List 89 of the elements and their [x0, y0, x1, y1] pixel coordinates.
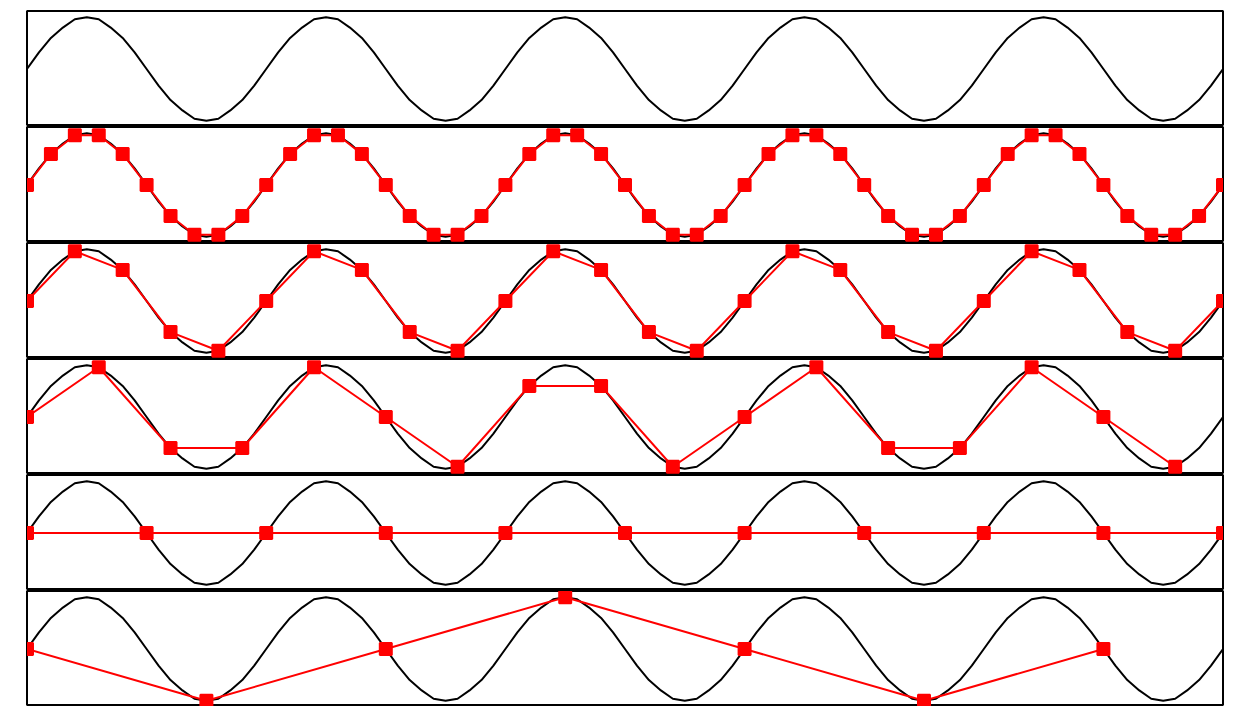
point [594, 378, 609, 393]
point [187, 227, 202, 242]
point [307, 360, 322, 375]
point [689, 227, 704, 242]
point [498, 178, 513, 192]
point [881, 209, 896, 224]
point [67, 128, 82, 143]
point [1144, 227, 1159, 242]
point [378, 410, 393, 424]
point [665, 227, 680, 242]
point [1048, 128, 1063, 143]
point [689, 343, 704, 358]
point [67, 244, 82, 259]
point [976, 178, 991, 192]
point [881, 325, 896, 340]
point [1000, 146, 1015, 161]
point [857, 178, 872, 192]
point [283, 146, 298, 161]
point [235, 209, 250, 224]
point [115, 262, 130, 277]
point [307, 244, 322, 259]
point [737, 294, 752, 308]
point [115, 146, 130, 161]
point [785, 244, 800, 259]
point [546, 244, 561, 259]
point [618, 178, 632, 192]
point [522, 146, 537, 161]
point [546, 128, 561, 143]
point [1120, 209, 1135, 224]
point [833, 146, 848, 161]
point [235, 441, 250, 456]
point [809, 128, 824, 143]
point [594, 146, 609, 161]
point [594, 262, 609, 277]
point [737, 410, 752, 424]
point [163, 209, 178, 224]
point [354, 146, 369, 161]
point [641, 325, 656, 340]
point [43, 146, 58, 161]
point [402, 209, 417, 224]
point [450, 459, 465, 474]
point [570, 128, 585, 143]
point [498, 294, 513, 308]
point [952, 209, 967, 224]
point [737, 178, 752, 192]
point [330, 128, 345, 143]
point [833, 262, 848, 277]
point [976, 294, 991, 308]
point [785, 128, 800, 143]
point [928, 227, 943, 242]
point [450, 343, 465, 358]
point [952, 441, 967, 456]
point [1024, 244, 1039, 259]
point [354, 262, 369, 277]
point [378, 178, 393, 192]
point [163, 325, 178, 340]
point [1168, 459, 1183, 474]
point [1168, 343, 1183, 358]
point [905, 227, 920, 242]
point [1120, 325, 1135, 340]
point [928, 343, 943, 358]
point [91, 128, 106, 143]
point [474, 209, 489, 224]
point [307, 128, 322, 143]
point [1192, 209, 1207, 224]
point [881, 441, 896, 456]
point [1024, 360, 1039, 375]
point [259, 294, 274, 308]
point [211, 343, 226, 358]
point [1072, 146, 1087, 161]
point [1024, 128, 1039, 143]
point [809, 360, 824, 375]
point [426, 227, 441, 242]
point [450, 227, 465, 242]
point [91, 360, 106, 375]
point [1096, 178, 1111, 192]
point [641, 209, 656, 224]
point [402, 325, 417, 340]
point [713, 209, 728, 224]
point [522, 378, 537, 393]
point [139, 178, 154, 192]
point [211, 227, 226, 242]
point [163, 441, 178, 456]
point [1096, 410, 1111, 424]
point [259, 178, 274, 192]
point [1168, 227, 1183, 242]
point [1072, 262, 1087, 277]
point [665, 459, 680, 474]
point [761, 146, 776, 161]
